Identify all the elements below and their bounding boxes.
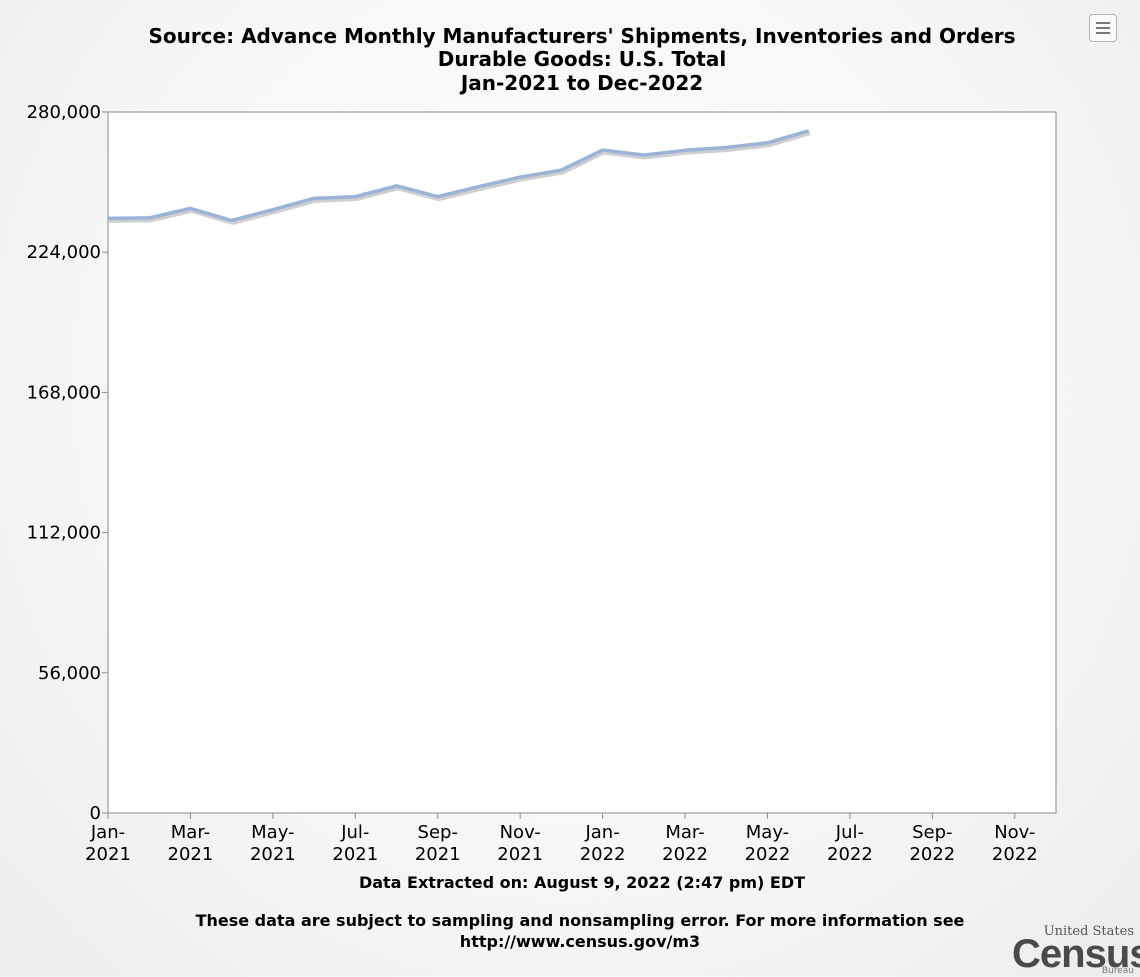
disclaimer-line-1: These data are subject to sampling and n… [196,911,965,930]
x-tick-label-month: Jan- [90,822,125,843]
logo-united-states: United States [1043,924,1134,939]
y-tick-label: 280,000 [27,102,101,123]
x-tick-label-month: Sep- [418,822,458,843]
data-extracted-note: Data Extracted on: August 9, 2022 (2:47 … [359,873,805,892]
x-tick-label-year: 2021 [332,844,378,865]
title-line-3: Jan-2021 to Dec-2022 [459,71,703,95]
x-tick-label-year: 2022 [662,844,708,865]
y-tick-label: 112,000 [27,523,101,544]
x-tick-label-month: Mar- [665,822,704,843]
x-tick-label-year: 2022 [745,844,791,865]
x-tick-label-year: 2022 [992,844,1038,865]
census-bureau-logo: United States Census Bureau [1010,924,1140,976]
hamburger-menu-icon [1096,22,1110,24]
plot-area [107,111,1057,814]
hamburger-menu-icon-bar [1096,32,1110,34]
logo-bureau: Bureau [1101,966,1134,976]
x-tick-label-year: 2021 [85,844,131,865]
x-tick-label-year: 2021 [250,844,296,865]
x-tick-label-month: Mar- [171,822,210,843]
x-tick-label-year: 2021 [415,844,461,865]
x-tick-label-month: May- [746,822,789,843]
x-tick-label-month: Nov- [500,822,541,843]
x-axis: Jan-2021Mar-2021May-2021Jul-2021Sep-2021… [85,813,1038,865]
title-line-1: Source: Advance Monthly Manufacturers' S… [148,24,1015,48]
y-tick-label: 0 [90,803,101,824]
x-tick-label-month: May- [251,822,294,843]
x-tick-label-month: Jul- [340,822,369,843]
series-layer [107,129,811,225]
hamburger-menu-icon-bar [1096,27,1110,29]
y-tick-label: 56,000 [38,663,101,684]
logo-census: Census [1012,932,1140,976]
x-tick-label-month: Sep- [912,822,952,843]
series-line[interactable] [107,129,810,223]
y-axis: 0 56,000 112,000 168,000 224,000 280,000 [27,102,108,824]
x-tick-label-month: Jul- [835,822,864,843]
y-tick-label: 168,000 [27,382,101,403]
title-line-2: Durable Goods: U.S. Total [438,47,726,71]
x-tick-label-year: 2021 [168,844,214,865]
disclaimer-line-2[interactable]: http://www.census.gov/m3 [460,932,700,951]
x-tick-label-month: Nov- [994,822,1035,843]
x-tick-label-year: 2022 [827,844,873,865]
x-tick-label-month: Jan- [584,822,619,843]
y-tick-label: 224,000 [27,242,101,263]
chart-context-menu-button[interactable] [1089,14,1117,42]
x-tick-label-year: 2021 [497,844,543,865]
footer: Data Extracted on: August 9, 2022 (2:47 … [196,873,965,951]
x-tick-label-year: 2022 [909,844,955,865]
x-tick-label-year: 2022 [580,844,626,865]
chart-title: Source: Advance Monthly Manufacturers' S… [148,24,1015,95]
